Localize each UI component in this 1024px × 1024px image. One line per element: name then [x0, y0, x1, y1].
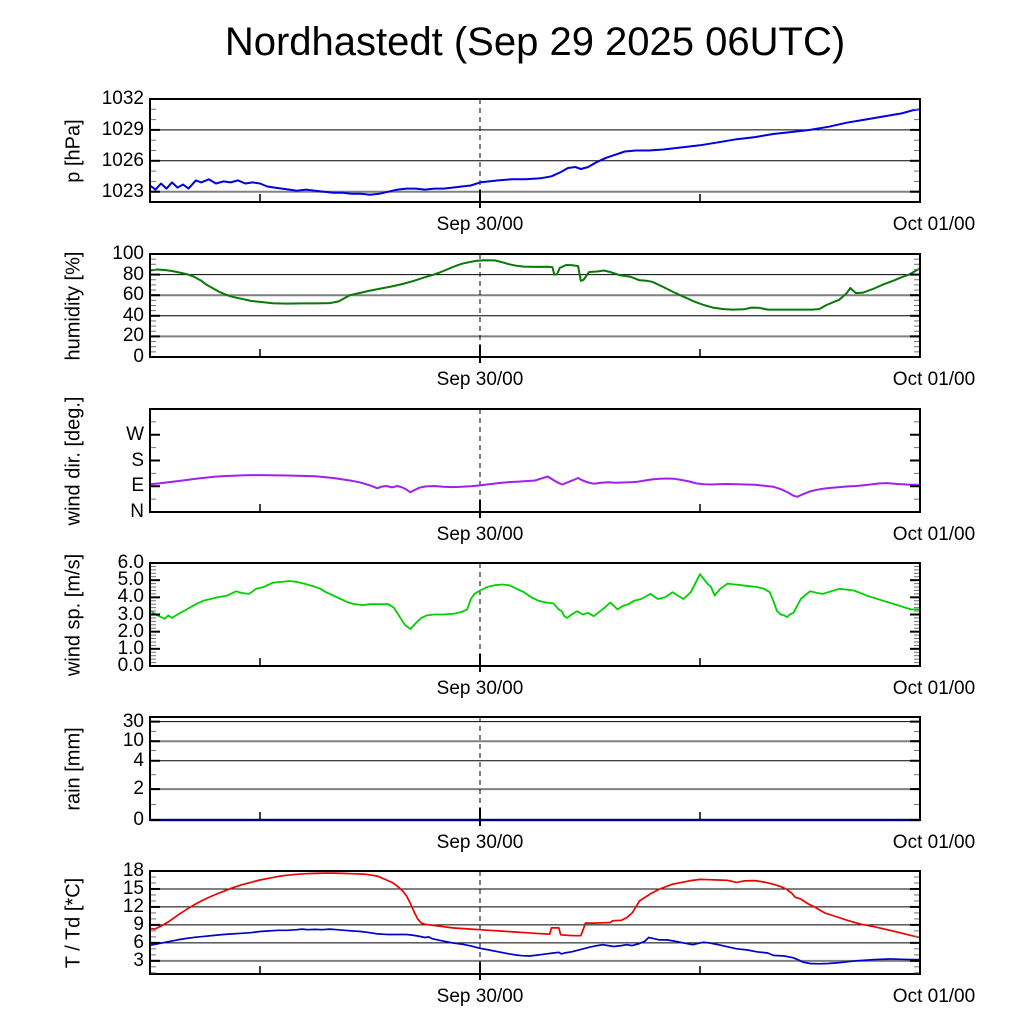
y-tick-label-rain: 0 — [133, 809, 144, 830]
x-tick-label: Sep 30/00 — [436, 986, 524, 1007]
x-tick-label: Sep 30/00 — [436, 214, 524, 235]
series-line-temperature — [149, 872, 921, 939]
y-axis-title-humidity: humidity [%] — [62, 251, 85, 360]
y-axis-title-rain: rain [mm] — [62, 726, 85, 811]
y-tick-label-temperature-dewpoint: 15 — [122, 877, 144, 899]
y-tick-label-temperature-dewpoint: 18 — [122, 860, 144, 881]
series-line-wind-direction — [149, 474, 921, 498]
y-tick-label-rain: 2 — [133, 778, 144, 800]
y-tick-label-rain: 4 — [133, 749, 144, 771]
y-tick-label-pressure: 1023 — [101, 180, 144, 202]
panel-plot-pressure — [149, 98, 921, 208]
y-tick-label-wind-speed: 2.0 — [117, 620, 144, 642]
y-tick-label-pressure: 1029 — [101, 118, 144, 140]
y-tick-label-wind-speed: 3.0 — [117, 603, 144, 625]
y-tick-label-rain: 10 — [122, 730, 144, 752]
panel-plot-temperature-dewpoint — [149, 870, 921, 980]
y-tick-label-humidity: 40 — [122, 304, 144, 326]
y-axis-title-temperature-dewpoint: T / Td [*C] — [62, 877, 85, 968]
y-axis-title-wind-direction: wind dir. [deg.] — [62, 396, 85, 525]
panel-plot-wind-direction — [149, 408, 921, 518]
y-tick-label-pressure: 1026 — [101, 149, 144, 171]
y-tick-label-wind-direction: E — [131, 475, 144, 497]
y-tick-label-rain: 30 — [122, 710, 144, 732]
y-tick-label-temperature-dewpoint: 6 — [133, 931, 144, 953]
y-tick-label-pressure: 1032 — [101, 88, 144, 109]
y-tick-label-humidity: 0 — [133, 346, 144, 367]
chart-title: Nordhastedt (Sep 29 2025 06UTC) — [224, 20, 846, 64]
x-tick-label: Sep 30/00 — [436, 832, 524, 853]
y-tick-label-temperature-dewpoint: 12 — [122, 895, 144, 917]
panel-plot-humidity — [149, 253, 921, 363]
x-tick-label: Oct 01/00 — [892, 678, 976, 699]
x-tick-label: Sep 30/00 — [436, 369, 524, 390]
y-tick-label-wind-speed: 4.0 — [117, 586, 144, 608]
panel-plot-wind-speed — [149, 562, 921, 672]
panel-plot-rain — [148, 716, 922, 826]
y-tick-label-wind-speed: 5.0 — [117, 569, 144, 591]
series-line-humidity — [149, 259, 921, 311]
y-tick-label-humidity: 80 — [122, 263, 144, 285]
y-axis-title-wind-speed: wind sp. [m/s] — [62, 553, 85, 676]
x-tick-label: Oct 01/00 — [892, 832, 976, 853]
series-line-wind-speed — [149, 573, 921, 630]
y-tick-label-wind-speed: 1.0 — [117, 637, 144, 659]
series-line-pressure — [149, 108, 921, 196]
y-tick-label-wind-speed: 6.0 — [117, 552, 144, 573]
y-tick-label-temperature-dewpoint: 9 — [133, 913, 144, 935]
x-tick-label: Sep 30/00 — [436, 524, 524, 545]
y-tick-label-wind-direction: S — [131, 449, 144, 471]
y-tick-label-humidity: 60 — [122, 284, 144, 306]
series-line-dewpoint — [149, 928, 921, 965]
y-tick-label-humidity: 100 — [112, 243, 144, 264]
x-tick-label: Oct 01/00 — [892, 214, 976, 235]
y-tick-label-humidity: 20 — [122, 325, 144, 347]
x-tick-label: Oct 01/00 — [892, 524, 976, 545]
y-tick-label-wind-direction: N — [130, 501, 144, 522]
x-tick-label: Oct 01/00 — [892, 369, 976, 390]
x-tick-label: Sep 30/00 — [436, 678, 524, 699]
y-tick-label-wind-direction: W — [126, 423, 144, 445]
y-tick-label-wind-speed: 0.0 — [117, 655, 144, 676]
y-axis-title-pressure: p [hPa] — [62, 118, 85, 183]
y-tick-label-temperature-dewpoint: 3 — [133, 949, 144, 971]
x-tick-label: Oct 01/00 — [892, 986, 976, 1007]
